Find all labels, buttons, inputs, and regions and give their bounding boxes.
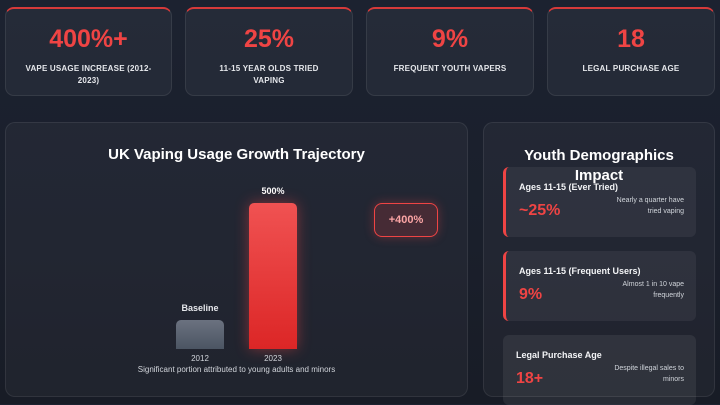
- x-tick-2012: 2012: [191, 354, 209, 363]
- bar-2012: [176, 320, 224, 349]
- stat-label: 11-15 YEAR OLDS TRIED VAPING: [219, 64, 319, 85]
- stat-value: 25%: [243, 25, 295, 53]
- demographic-card-frequent-users: Ages 11-15 (Frequent Users) 9% Almost 1 …: [503, 251, 696, 321]
- card-value: 9%: [519, 286, 543, 303]
- card-description: Despite illegal sales to minors: [614, 365, 684, 383]
- chart-footnote: Significant portion attributed to young …: [137, 365, 336, 374]
- growth-chart-panel: [5, 122, 468, 397]
- stat-value: 18: [617, 25, 645, 53]
- card-description: Almost 1 in 10 vape frequently: [622, 281, 684, 299]
- stat-label: FREQUENT YOUTH VAPERS: [393, 64, 507, 73]
- x-tick-2023: 2023: [264, 354, 282, 363]
- stat-label: LEGAL PURCHASE AGE: [582, 64, 680, 73]
- card-value: 18+: [516, 370, 544, 387]
- growth-badge: +400%: [374, 203, 438, 237]
- card-title: Ages 11-15 (Ever Tried): [519, 182, 619, 192]
- stat-value: 9%: [431, 25, 469, 53]
- stat-card-tried-vaping: 25% 11-15 YEAR OLDS TRIED VAPING: [185, 7, 353, 96]
- card-title: Ages 11-15 (Frequent Users): [519, 266, 641, 276]
- stat-label: VAPE USAGE INCREASE (2012-2023): [25, 64, 152, 85]
- stat-card-legal-age: 18 LEGAL PURCHASE AGE: [547, 7, 715, 96]
- bar-2023: [249, 203, 297, 349]
- demographics-title: Youth Demographics Impact: [524, 147, 674, 184]
- stat-value: 400%+: [49, 25, 128, 53]
- chart-title: UK Vaping Usage Growth Trajectory: [108, 146, 365, 163]
- stat-card-usage-increase: 400%+ VAPE USAGE INCREASE (2012-2023): [5, 7, 172, 96]
- card-title: Legal Purchase Age: [516, 350, 602, 360]
- demographic-card-ever-tried: Ages 11-15 (Ever Tried) ~25% Nearly a qu…: [503, 167, 696, 237]
- bar-data-label-2023: 500%: [261, 186, 285, 196]
- demographic-card-legal-age: Legal Purchase Age 18+ Despite illegal s…: [503, 335, 696, 405]
- bar-data-label-baseline: Baseline: [181, 303, 219, 313]
- card-description: Nearly a quarter have tried vaping: [616, 197, 684, 215]
- stat-card-frequent-vapers: 9% FREQUENT YOUTH VAPERS: [366, 7, 534, 96]
- card-value: ~25%: [519, 202, 561, 219]
- demographics-panel: [483, 122, 715, 397]
